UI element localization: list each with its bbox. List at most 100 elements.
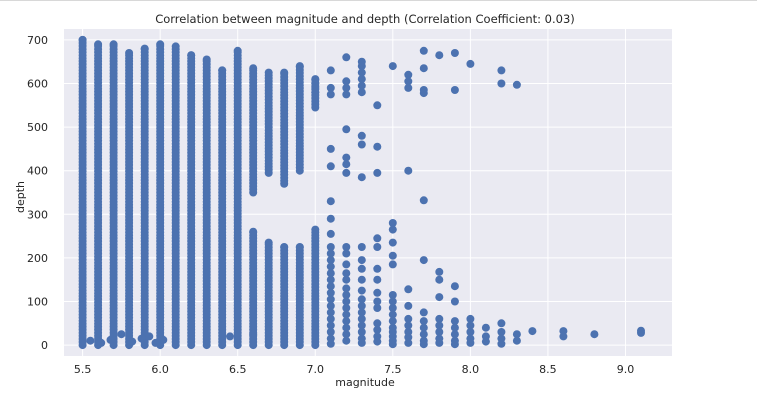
- data-point: [373, 304, 382, 312]
- data-point: [326, 275, 335, 284]
- data-point: [326, 282, 335, 291]
- data-point: [326, 301, 335, 310]
- data-point: [388, 317, 397, 326]
- data-point: [140, 44, 149, 53]
- data-point: [419, 46, 428, 55]
- data-point: [78, 35, 87, 44]
- data-point: [388, 219, 397, 227]
- data-point: [373, 243, 382, 251]
- data-point: [559, 332, 568, 341]
- data-point: [404, 166, 413, 175]
- x-tick-label: 8.5: [539, 363, 557, 376]
- y-tick-label: 400: [27, 165, 48, 178]
- data-point: [342, 291, 351, 299]
- data-point: [326, 249, 335, 258]
- data-point: [466, 328, 475, 336]
- data-point: [249, 64, 258, 73]
- data-point: [326, 83, 335, 92]
- data-point: [373, 319, 382, 328]
- y-axis-label: depth: [14, 181, 27, 213]
- y-tick-label: 200: [27, 252, 48, 265]
- data-point: [512, 336, 521, 345]
- data-point: [388, 297, 397, 306]
- data-point: [497, 79, 506, 88]
- data-point: [326, 288, 335, 297]
- data-point: [357, 75, 366, 84]
- data-point: [128, 337, 137, 346]
- data-point: [280, 68, 289, 77]
- data-point: [342, 260, 351, 269]
- data-point: [357, 68, 366, 77]
- data-point: [637, 328, 645, 337]
- data-point: [388, 310, 397, 319]
- data-point: [435, 314, 444, 323]
- data-point: [512, 330, 521, 339]
- data-point: [404, 338, 413, 347]
- data-point: [388, 291, 397, 299]
- data-point: [404, 70, 413, 79]
- data-point: [326, 295, 335, 304]
- data-point: [528, 327, 537, 336]
- chart-title: Correlation between magnitude and depth …: [155, 12, 575, 26]
- data-point: [357, 301, 366, 310]
- data-point: [117, 330, 126, 339]
- data-point: [357, 328, 366, 336]
- data-point: [342, 77, 351, 86]
- data-point: [264, 238, 273, 247]
- data-point: [419, 89, 428, 98]
- data-point: [342, 83, 351, 92]
- data-point: [481, 337, 490, 346]
- data-point: [187, 51, 196, 60]
- data-point: [450, 282, 459, 291]
- data-point: [295, 62, 304, 71]
- data-point: [357, 62, 366, 71]
- data-point: [512, 80, 521, 89]
- data-point: [326, 162, 335, 171]
- data-point: [419, 64, 428, 73]
- data-point: [357, 275, 366, 284]
- data-point: [404, 321, 413, 330]
- data-point: [435, 51, 444, 60]
- data-point: [357, 140, 366, 149]
- data-point: [311, 88, 320, 97]
- y-tick-label: 700: [27, 34, 48, 47]
- x-tick-label: 5.5: [74, 363, 92, 376]
- data-point: [435, 321, 444, 330]
- data-point: [326, 308, 335, 317]
- data-point: [326, 197, 335, 206]
- data-point: [497, 339, 506, 348]
- data-point: [388, 304, 397, 312]
- data-point: [466, 338, 475, 347]
- data-point: [435, 293, 444, 302]
- data-point: [388, 238, 397, 247]
- data-point: [357, 173, 366, 182]
- data-point: [326, 66, 335, 75]
- data-point: [373, 288, 382, 297]
- data-point: [357, 314, 366, 323]
- data-point: [466, 59, 475, 68]
- data-point: [156, 40, 165, 49]
- data-point: [342, 168, 351, 177]
- data-point: [342, 317, 351, 326]
- data-point: [97, 338, 106, 347]
- data-point: [342, 275, 351, 284]
- data-point: [151, 338, 160, 347]
- data-point: [342, 243, 351, 251]
- data-point: [326, 90, 335, 99]
- y-tick-label: 500: [27, 121, 48, 134]
- data-point: [497, 319, 506, 328]
- data-point: [326, 314, 335, 323]
- data-point: [466, 321, 475, 330]
- plot-area: [64, 29, 672, 356]
- x-tick-label: 7.5: [384, 363, 402, 376]
- data-point: [450, 49, 459, 57]
- data-points: [78, 35, 645, 350]
- data-point: [264, 68, 273, 77]
- data-point: [404, 83, 413, 92]
- data-point: [450, 86, 459, 94]
- data-point: [388, 225, 397, 234]
- data-point: [125, 49, 134, 57]
- data-point: [419, 256, 428, 265]
